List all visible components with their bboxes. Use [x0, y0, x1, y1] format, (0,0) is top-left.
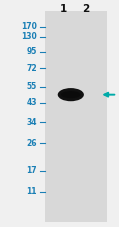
- Text: 43: 43: [26, 98, 37, 107]
- Ellipse shape: [61, 91, 81, 98]
- Text: 170: 170: [21, 22, 37, 31]
- Text: 1: 1: [60, 4, 67, 14]
- Text: 26: 26: [26, 139, 37, 148]
- Text: 130: 130: [21, 32, 37, 41]
- Text: 11: 11: [26, 187, 37, 196]
- Ellipse shape: [58, 88, 84, 101]
- Text: 55: 55: [27, 82, 37, 91]
- Text: 95: 95: [27, 47, 37, 56]
- Text: 2: 2: [82, 4, 89, 14]
- Bar: [45, 11, 107, 222]
- Text: 72: 72: [26, 64, 37, 73]
- Text: 34: 34: [26, 118, 37, 127]
- Text: 17: 17: [26, 166, 37, 175]
